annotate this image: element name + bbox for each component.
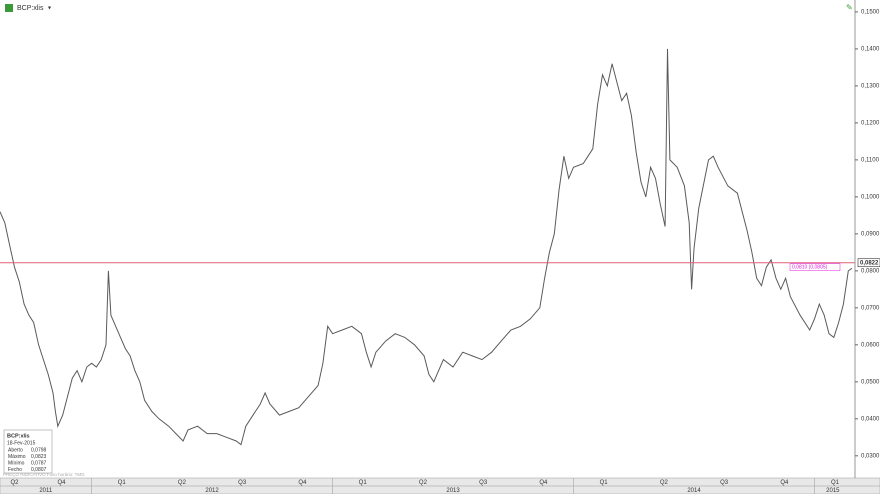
reference-label: 0,0822 — [860, 260, 879, 266]
info-value: 0,0823 — [31, 454, 47, 460]
price-line — [0, 48, 853, 446]
y-tick-label: 0,0400 — [861, 416, 880, 422]
year-label: 2015 — [826, 488, 840, 494]
x-tick-label: Q3 — [720, 480, 729, 486]
y-tick-label: 0,1100 — [861, 157, 880, 163]
info-label: Fecho — [8, 467, 22, 473]
y-tick-label: 0,1500 — [861, 9, 880, 15]
x-tick-label: Q2 — [660, 480, 669, 486]
info-box — [3, 429, 53, 474]
info-value: 0,0807 — [31, 467, 47, 473]
x-tick-label: Q1 — [118, 480, 127, 486]
chart-title[interactable]: BCP:xlis — [17, 5, 44, 12]
dropdown-arrow[interactable]: ▾ — [48, 6, 51, 12]
x-tick-label: Q2 — [419, 480, 428, 486]
x-tick-label: Q1 — [831, 480, 840, 486]
y-tick-label: 0,0500 — [861, 379, 880, 385]
y-tick-label: 0,0600 — [861, 342, 880, 348]
x-tick-label: Q2 — [178, 480, 187, 486]
info-value: 0,0787 — [31, 460, 47, 466]
info-date: 18-Fev-2015 — [7, 440, 36, 446]
info-label: Máximo — [8, 454, 26, 460]
year-label: 2011 — [39, 488, 53, 494]
x-tick-label: Q1 — [600, 480, 609, 486]
year-label: 2014 — [687, 488, 701, 494]
file-icon — [5, 4, 13, 12]
annotation-box — [789, 263, 841, 271]
x-tick-label: Q2 — [10, 480, 19, 486]
year-label: 2012 — [205, 488, 219, 494]
footer: PREÇO INDICATIVO Fuso horário: TMG — [3, 472, 85, 477]
y-tick-label: 0,1000 — [861, 194, 880, 200]
x-tick-label: Q4 — [298, 480, 307, 486]
info-value: 0,0798 — [31, 447, 47, 453]
x-tick-label: Q4 — [780, 480, 789, 486]
annotation-text: 0,0810 (0,0805) — [792, 264, 828, 270]
y-tick-label: 0,0800 — [861, 268, 880, 274]
y-tick-label: 0,1400 — [861, 46, 880, 52]
year-label: 2013 — [446, 488, 460, 494]
info-label: Aberto — [8, 447, 23, 453]
reference-label-box — [857, 258, 880, 268]
pin-icon[interactable]: ✎ — [846, 3, 853, 12]
y-tick-label: 0,0900 — [861, 231, 880, 237]
y-tick-label: 0,1300 — [861, 83, 880, 89]
y-tick-label: 0,0700 — [861, 305, 880, 311]
y-tick-label: 0,1200 — [861, 120, 880, 126]
x-tick-label: Q4 — [539, 480, 548, 486]
info-label: Mínimo — [8, 460, 25, 466]
x-tick-label: Q3 — [479, 480, 488, 486]
x-tick-label: Q3 — [238, 480, 247, 486]
y-tick-label: 0,0300 — [861, 453, 880, 459]
x-tick-label: Q4 — [57, 480, 66, 486]
x-tick-label: Q1 — [359, 480, 368, 486]
info-title: BCP:xlis — [7, 433, 30, 439]
